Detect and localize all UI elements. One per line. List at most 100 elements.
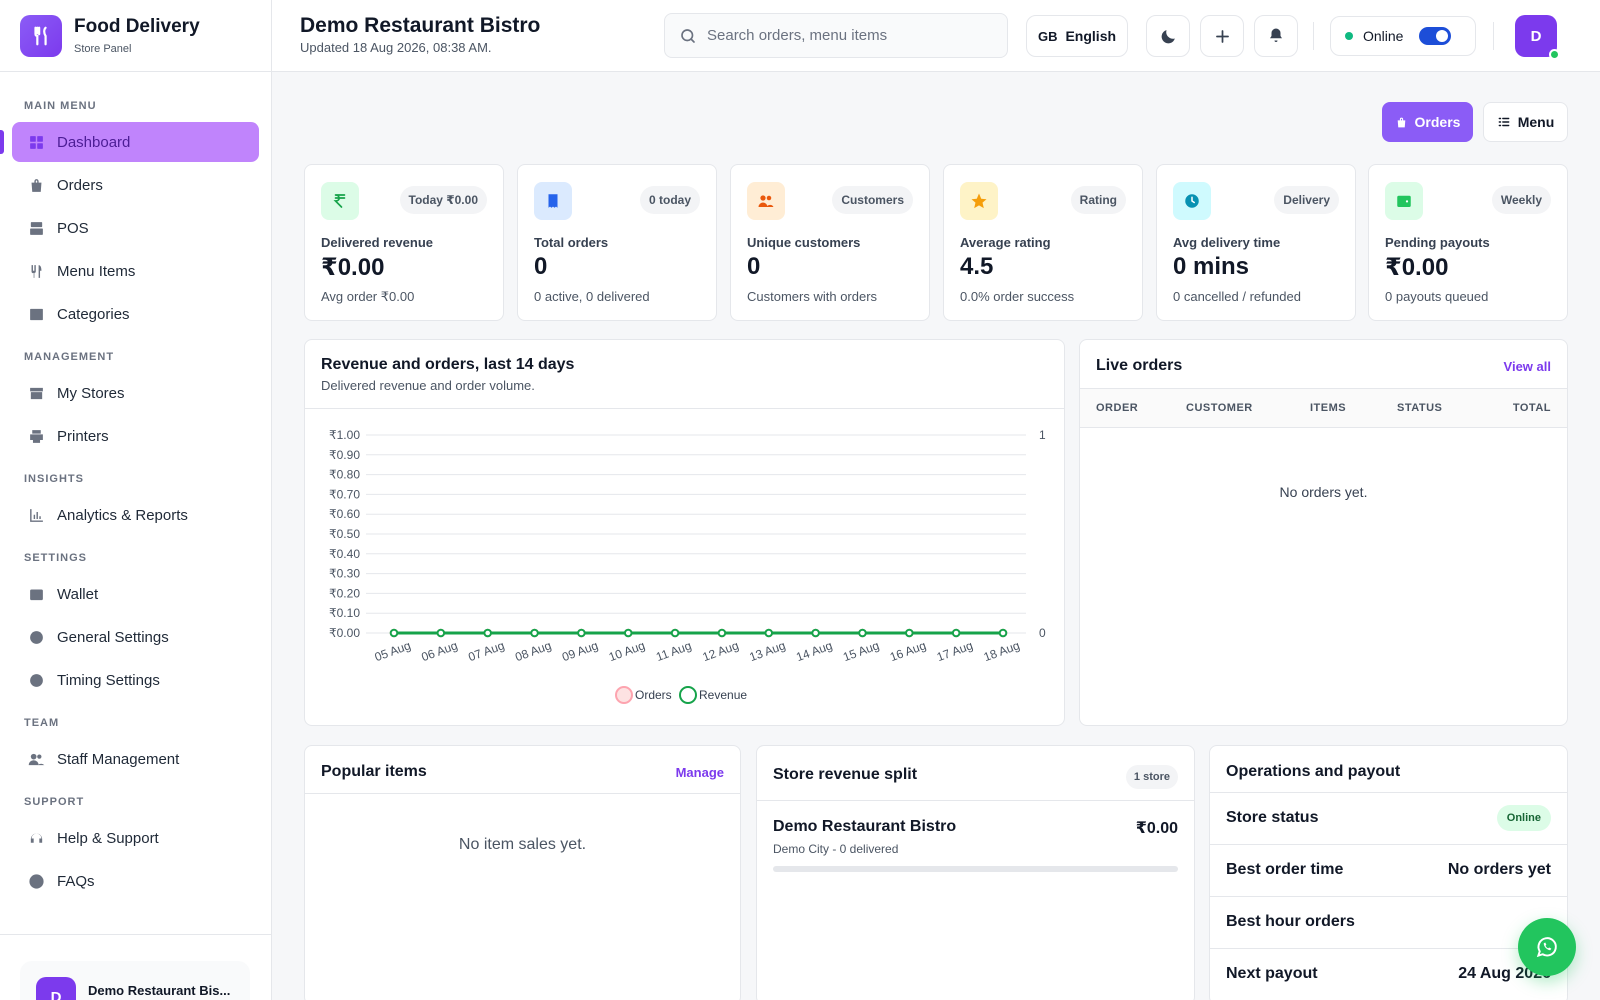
stat-badge: 0 today	[639, 186, 700, 214]
stat-card-unique-customers: Customers Unique customers 0 Customers with…	[730, 164, 930, 321]
legend-swatch-orders	[615, 686, 633, 704]
orders-button[interactable]: Orders	[1382, 102, 1473, 142]
column-status[interactable]: STATUS	[1397, 402, 1443, 414]
bell-icon	[1267, 27, 1285, 45]
legend-label-revenue: Revenue	[699, 688, 747, 702]
bag-icon	[27, 176, 45, 194]
column-total[interactable]: TOTAL	[1512, 402, 1551, 414]
sidebar-item-menu-items[interactable]: Menu Items	[12, 251, 259, 291]
search-box[interactable]	[664, 13, 1008, 58]
sidebar-item-staff-management[interactable]: Staff Management	[12, 739, 259, 779]
online-switch[interactable]	[1419, 27, 1452, 45]
stat-label: Pending payouts	[1385, 235, 1490, 250]
sidebar-item-label: Wallet	[57, 585, 99, 603]
x-tick-label: 12 Aug	[701, 638, 741, 664]
data-point-revenue	[717, 628, 727, 638]
data-point-revenue	[905, 628, 914, 638]
nav-section-heading: SUPPORT	[24, 796, 85, 808]
split-store-name: Demo Restaurant Bistro	[773, 818, 957, 835]
data-point-revenue	[811, 628, 820, 638]
dashboard-icon	[27, 133, 45, 151]
whatsapp-chat-button[interactable]	[1518, 918, 1576, 976]
sidebar-item-label: Printers	[57, 427, 109, 445]
sidebar-item-label: FAQs	[57, 872, 95, 890]
live-orders-table-header: ORDER CUSTOMER ITEMS STATUS TOTAL	[1080, 388, 1567, 428]
moon-icon	[1159, 27, 1178, 46]
chart-subtitle: Delivered revenue and order volume.	[321, 378, 535, 393]
search-input[interactable]	[707, 27, 997, 44]
status-badge: Online	[1496, 805, 1551, 831]
store-status-toggle[interactable]: Online	[1330, 16, 1476, 56]
nav-section-heading: SETTINGS	[24, 552, 88, 564]
sidebar-item-timing-settings[interactable]: Timing Settings	[12, 660, 259, 700]
theme-toggle-button[interactable]	[1146, 15, 1190, 57]
data-point-revenue	[577, 628, 586, 638]
current-store-card[interactable]: D Demo Restaurant Bis...	[20, 961, 250, 1000]
sidebar-item-my-stores[interactable]: My Stores	[12, 373, 259, 413]
menu-button-label: Menu	[1517, 114, 1555, 130]
language-button[interactable]: GB English	[1026, 15, 1128, 57]
sidebar-item-help-support[interactable]: Help & Support	[12, 818, 259, 858]
x-tick-label: 13 Aug	[747, 638, 787, 664]
ops-label: Store status	[1226, 809, 1319, 826]
stat-label: Average rating	[960, 235, 1051, 250]
sidebar-item-wallet[interactable]: Wallet	[12, 574, 259, 614]
stat-card-pending-payouts: Weekly Pending payouts ₹0.00 0 payouts queu…	[1368, 164, 1568, 321]
sidebar-item-label: My Stores	[57, 384, 125, 402]
y-left-tick-label: ₹0.40	[329, 547, 360, 561]
sidebar-item-general-settings[interactable]: General Settings	[12, 617, 259, 657]
popular-items-empty: No item sales yet.	[458, 836, 587, 853]
stat-label: Avg delivery time	[1173, 235, 1281, 250]
add-button[interactable]	[1200, 15, 1244, 57]
sidebar-item-printers[interactable]: Printers	[12, 416, 259, 456]
divider	[1210, 896, 1567, 897]
y-left-tick-label: ₹0.60	[329, 507, 360, 521]
sidebar-item-orders[interactable]: Orders	[12, 165, 259, 205]
x-tick-label: 10 Aug	[607, 638, 647, 664]
sidebar-item-label: Categories	[57, 305, 130, 323]
sidebar-item-dashboard[interactable]: Dashboard	[0, 122, 259, 162]
revenue-share-bar	[773, 866, 1178, 872]
stat-label: Total orders	[534, 235, 609, 250]
column-customer[interactable]: CUSTOMER	[1186, 402, 1253, 414]
menu-list-icon	[1497, 115, 1511, 129]
stat-value: ₹0.00	[1385, 254, 1449, 281]
orders-button-label: Orders	[1414, 114, 1461, 130]
manage-link[interactable]: Manage	[675, 765, 724, 780]
sidebar: Food Delivery Store Panel MAIN MENU Dashb…	[0, 0, 272, 1000]
receipt-icon	[534, 182, 572, 220]
question-icon	[27, 872, 45, 890]
column-order[interactable]: ORDER	[1096, 402, 1139, 414]
popular-items-card: Popular items Manage No item sales yet.	[304, 745, 741, 1000]
sidebar-item-categories[interactable]: Categories	[12, 294, 259, 334]
y-left-tick-label: ₹0.70	[329, 487, 360, 501]
sidebar-item-faqs[interactable]: FAQs	[12, 861, 259, 901]
sidebar-item-pos[interactable]: POS	[12, 208, 259, 248]
sidebar-item-label: Menu Items	[57, 262, 136, 280]
bag-icon	[1395, 116, 1408, 129]
divider	[1210, 844, 1567, 845]
live-orders-empty: No orders yet.	[1279, 484, 1368, 500]
stat-badge: Today ₹0.00	[399, 186, 487, 214]
pos-icon	[27, 219, 45, 237]
ops-value: No orders yet	[1447, 861, 1551, 878]
menu-button[interactable]: Menu	[1483, 102, 1568, 142]
split-store-meta: Demo City - 0 delivered	[773, 842, 899, 856]
printer-icon	[27, 427, 45, 445]
chart-title: Revenue and orders, last 14 days	[321, 356, 575, 373]
y-right-tick-label: 1	[1039, 428, 1046, 442]
revenue-orders-chart: ₹0.00 ₹0.10 ₹0.20 ₹0.30 ₹0.40 ₹0.50 ₹0.60 ₹0.70…	[329, 428, 1046, 704]
sidebar-item-label: POS	[57, 219, 89, 237]
sidebar-item-analytics-reports[interactable]: Analytics & Reports	[12, 495, 259, 535]
store-revenue-split-card: Store revenue split 1 store Demo Restaur…	[756, 745, 1195, 1000]
data-point-revenue	[389, 628, 399, 638]
column-items[interactable]: ITEMS	[1310, 402, 1347, 414]
user-avatar[interactable]: D	[1515, 15, 1560, 60]
notifications-button[interactable]	[1254, 15, 1298, 57]
analytics-icon	[27, 506, 45, 524]
divider	[305, 793, 740, 794]
utensils-icon	[27, 262, 45, 280]
presence-dot-icon	[1549, 49, 1560, 60]
view-all-link[interactable]: View all	[1503, 359, 1551, 374]
sidebar-item-label: Staff Management	[57, 750, 180, 768]
